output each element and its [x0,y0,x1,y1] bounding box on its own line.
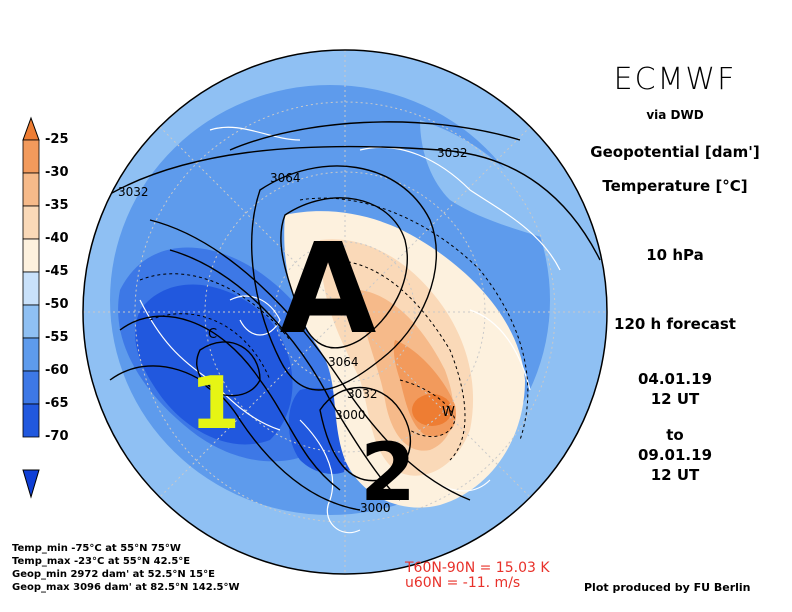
colorbar-label: -65 [45,396,69,411]
stat-temp-min: Temp_min -75°C at 55°N 75°W [12,543,181,554]
stat-geop-max: Geop_max 3096 dam' at 82.5°N 142.5°W [12,582,240,593]
temperature-difference: T60N-90N = 15.03 K [405,560,550,576]
stat-temp-max: Temp_max -23°C at 55°N 42.5°E [12,556,191,567]
colorbar-swatch [22,139,40,174]
colorbar [22,116,40,499]
credit-line: Plot produced by FU Berlin [584,581,751,594]
temperature-contours [139,197,529,461]
model-title: ECMWF [613,62,737,97]
warm-core [412,394,452,426]
vortex-1-annotation: 1 [190,361,240,445]
valid-to-time: 12 UT [650,466,700,484]
colorbar-bottom-arrow [22,469,40,499]
valid-from-time: 12 UT [650,390,700,408]
colorbar-label: -25 [45,132,69,147]
colorbar-label: -55 [45,330,69,345]
contour-label-3064-center: 3064 [328,355,359,369]
colorbar-label: -70 [45,429,69,444]
contour-label-3000-bottom: 3000 [360,501,391,515]
high-pressure-annotation: A [280,217,377,362]
stat-geop-min: Geop_min 2972 dam' at 52.5°N 15°E [12,569,215,580]
colorbar-label: -30 [45,165,69,180]
valid-from-date: 04.01.19 [637,370,713,388]
temperature-label: Temperature [°C] [602,177,748,195]
geopotential-contours [99,121,601,511]
diagnostics: T60N-90N = 15.03 K u60N = -11. m/s [405,561,550,591]
colorbar-label: -35 [45,198,69,213]
forecast-lead: 120 h forecast [614,315,736,333]
valid-to-word: to [666,426,684,444]
colorbar-label: -45 [45,264,69,279]
colorbar-top-arrow [22,116,40,141]
colorbar-swatch [22,205,40,240]
coastlines [139,126,561,534]
valid-to-date: 09.01.19 [637,446,713,464]
colorbar-swatch [22,271,40,306]
colorbar-swatch [22,403,40,438]
contour-label-3064-top: 3064 [270,171,301,185]
pressure-level: 10 hPa [646,246,704,264]
colorbar-swatch [22,238,40,273]
data-source: via DWD [646,108,704,122]
geopotential-label: Geopotential [dam'] [590,143,760,161]
zonal-wind: u60N = -11. m/s [405,575,521,591]
contour-label-3032-top: 3032 [437,146,468,160]
colorbar-label: -60 [45,363,69,378]
colorbar-label: -40 [45,231,69,246]
colorbar-label: -50 [45,297,69,312]
cold-center-label: C [208,327,217,342]
light-blue-region [420,120,550,240]
map-border [82,49,608,575]
colorbar-swatch [22,304,40,339]
contour-labels: 3032 3064 3032 3064 3032 3000 3000 W C [118,146,468,515]
colorbar-swatch [22,172,40,207]
vortex-2-annotation: 2 [360,426,416,519]
warm-center-label: W [442,405,455,420]
colorbar-swatch [22,370,40,405]
contour-label-3032-center: 3032 [347,387,378,401]
stats-block: Temp_min -75°C at 55°N 75°W Temp_max -23… [12,542,240,594]
graticule [83,50,607,574]
contour-label-3000-center: 3000 [335,408,366,422]
contour-label-3032-left: 3032 [118,185,149,199]
colorbar-swatch [22,337,40,372]
